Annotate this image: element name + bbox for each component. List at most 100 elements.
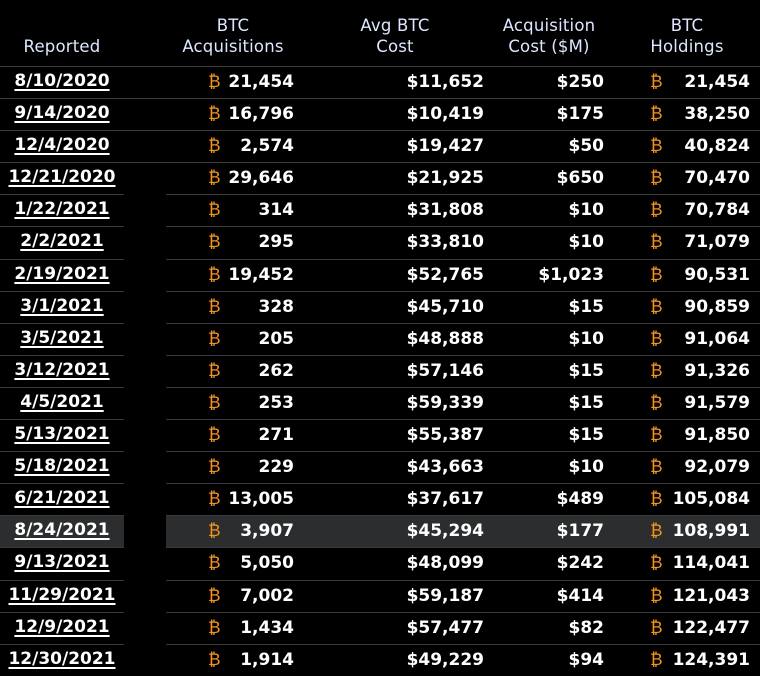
acquisition-cost-value: $242 [556, 553, 604, 574]
row-gap [124, 162, 166, 195]
reported-date-link[interactable]: 1/22/2021 [14, 199, 110, 220]
avg-btc-cost-value: $45,294 [406, 521, 484, 542]
bitcoin-icon: ₿ [650, 200, 663, 221]
acquisition-cost-value: $15 [568, 425, 605, 446]
avg-btc-cost-value: $21,925 [406, 168, 484, 189]
reported-date-link[interactable]: 2/19/2021 [14, 263, 110, 284]
date-cell: 2/19/2021 [0, 258, 124, 291]
btc-holdings-value: 90,531 [684, 264, 750, 285]
bitcoin-icon: ₿ [208, 553, 221, 574]
btc-acquisitions-value: 1,434 [240, 617, 294, 638]
btc-holdings-value: 70,784 [684, 200, 750, 221]
acquisition-cost-value: $50 [568, 136, 605, 157]
table-row: 8/24/2021 ₿ 3,907 $45,294 $177 108,991 ₿ [0, 515, 760, 548]
btc-acquisitions-value: 229 [258, 457, 295, 478]
date-cell: 2/2/2021 [0, 226, 124, 259]
table-row: 4/5/2021 ₿ 253 $59,339 $15 91,579 ₿ [0, 386, 760, 420]
header-holdings: BTC Holdings [622, 15, 752, 57]
btc-holdings-value: 91,850 [684, 425, 750, 446]
acquisition-cost-value: $10 [568, 232, 605, 253]
bitcoin-icon: ₿ [208, 72, 221, 92]
row-gap [124, 322, 166, 355]
header-holdings-line2: Holdings [650, 37, 724, 56]
date-cell: 12/21/2020 [0, 162, 124, 195]
btc-holdings-value: 121,043 [672, 585, 750, 606]
reported-date-link[interactable]: 8/24/2021 [14, 520, 110, 541]
table-row: 3/1/2021 ₿ 328 $45,710 $15 90,859 ₿ [0, 290, 760, 323]
reported-date-link[interactable]: 12/9/2021 [14, 616, 110, 637]
bitcoin-icon: ₿ [208, 585, 221, 606]
btc-acquisitions-value: 1,914 [240, 649, 294, 670]
bitcoin-icon: ₿ [208, 104, 221, 125]
date-cell: 5/13/2021 [0, 419, 124, 452]
row-gap [124, 226, 166, 259]
acquisition-cost-value: $1,023 [538, 264, 604, 285]
bitcoin-icon: ₿ [650, 521, 663, 542]
table-row: 12/30/2021 ₿ 1,914 $49,229 $94 124,391 ₿ [0, 643, 760, 676]
btc-holdings-value: 114,041 [672, 553, 750, 574]
reported-date-link[interactable]: 3/1/2021 [20, 295, 104, 316]
avg-btc-cost-value: $11,652 [406, 72, 484, 92]
date-cell: 9/14/2020 [0, 98, 124, 131]
btc-acquisitions-value: 253 [258, 392, 295, 413]
bitcoin-icon: ₿ [208, 521, 221, 542]
avg-btc-cost-value: $37,617 [406, 489, 484, 510]
date-cell: 12/30/2021 [0, 643, 124, 676]
btc-holdings-value: 91,326 [684, 360, 750, 381]
avg-btc-cost-value: $49,229 [406, 649, 484, 670]
acquisition-cost-value: $414 [556, 585, 604, 606]
table-header: Reported BTC Acquisitions Avg BTC Cost A… [0, 0, 760, 66]
reported-date-link[interactable]: 9/14/2020 [14, 103, 110, 124]
row-gap [124, 130, 166, 163]
row-gap [124, 354, 166, 387]
header-acquisitions-line1: BTC [216, 16, 250, 35]
bitcoin-icon: ₿ [650, 232, 663, 253]
reported-date-link[interactable]: 3/5/2021 [20, 327, 104, 348]
bitcoin-icon: ₿ [208, 489, 221, 510]
reported-date-link[interactable]: 8/10/2020 [14, 71, 110, 91]
acquisition-cost-value: $250 [556, 72, 604, 92]
acquisition-cost-value: $177 [556, 521, 604, 542]
table-row: 9/13/2021 ₿ 5,050 $48,099 $242 114,041 ₿ [0, 547, 760, 580]
reported-date-link[interactable]: 4/5/2021 [20, 391, 104, 412]
avg-btc-cost-value: $52,765 [406, 264, 484, 285]
bitcoin-icon: ₿ [208, 136, 221, 157]
bitcoin-icon: ₿ [650, 136, 663, 157]
bitcoin-icon: ₿ [650, 328, 663, 349]
btc-acquisitions-value: 16,796 [228, 104, 294, 125]
bitcoin-icon: ₿ [208, 617, 221, 638]
reported-date-link[interactable]: 9/13/2021 [14, 552, 110, 573]
header-acquisition-cost-line1: Acquisition [502, 16, 596, 35]
reported-date-link[interactable]: 3/12/2021 [14, 359, 110, 380]
btc-holdings-value: 90,859 [684, 296, 750, 317]
reported-date-link[interactable]: 12/30/2021 [8, 648, 116, 669]
reported-date-link[interactable]: 12/21/2020 [8, 167, 116, 188]
reported-date-link[interactable]: 11/29/2021 [8, 584, 116, 605]
date-cell: 4/5/2021 [0, 386, 124, 420]
acquisition-cost-value: $15 [568, 296, 605, 317]
date-cell: 8/24/2021 [0, 515, 124, 548]
reported-date-link[interactable]: 6/21/2021 [14, 488, 110, 509]
table-row: 5/18/2021 ₿ 229 $43,663 $10 92,079 ₿ [0, 451, 760, 484]
row-gap [124, 515, 166, 548]
reported-date-link[interactable]: 2/2/2021 [20, 231, 104, 252]
row-gap [124, 547, 166, 580]
btc-holdings-value: 92,079 [684, 457, 750, 478]
reported-date-link[interactable]: 5/18/2021 [14, 456, 110, 477]
avg-btc-cost-value: $48,099 [406, 553, 484, 574]
row-gap [124, 643, 166, 676]
table-row: 8/10/2020 ₿ 21,454 $11,652 $250 21,454 ₿ [0, 66, 760, 99]
table-row: 11/29/2021 ₿ 7,002 $59,187 $414 121,043 ₿ [0, 579, 760, 612]
btc-holdings-value: 91,064 [684, 328, 750, 349]
btc-holdings-value: 70,470 [684, 168, 750, 189]
avg-btc-cost-value: $59,339 [406, 392, 484, 413]
bitcoin-icon: ₿ [650, 585, 663, 606]
row-gap [124, 290, 166, 323]
reported-date-link[interactable]: 5/13/2021 [14, 424, 110, 445]
bitcoin-icon: ₿ [650, 489, 663, 510]
header-acquisitions-line2: Acquisitions [182, 37, 284, 56]
reported-date-link[interactable]: 12/4/2020 [14, 135, 110, 156]
date-cell: 9/13/2021 [0, 547, 124, 580]
date-cell: 6/21/2021 [0, 483, 124, 516]
acquisition-cost-value: $10 [568, 200, 605, 221]
